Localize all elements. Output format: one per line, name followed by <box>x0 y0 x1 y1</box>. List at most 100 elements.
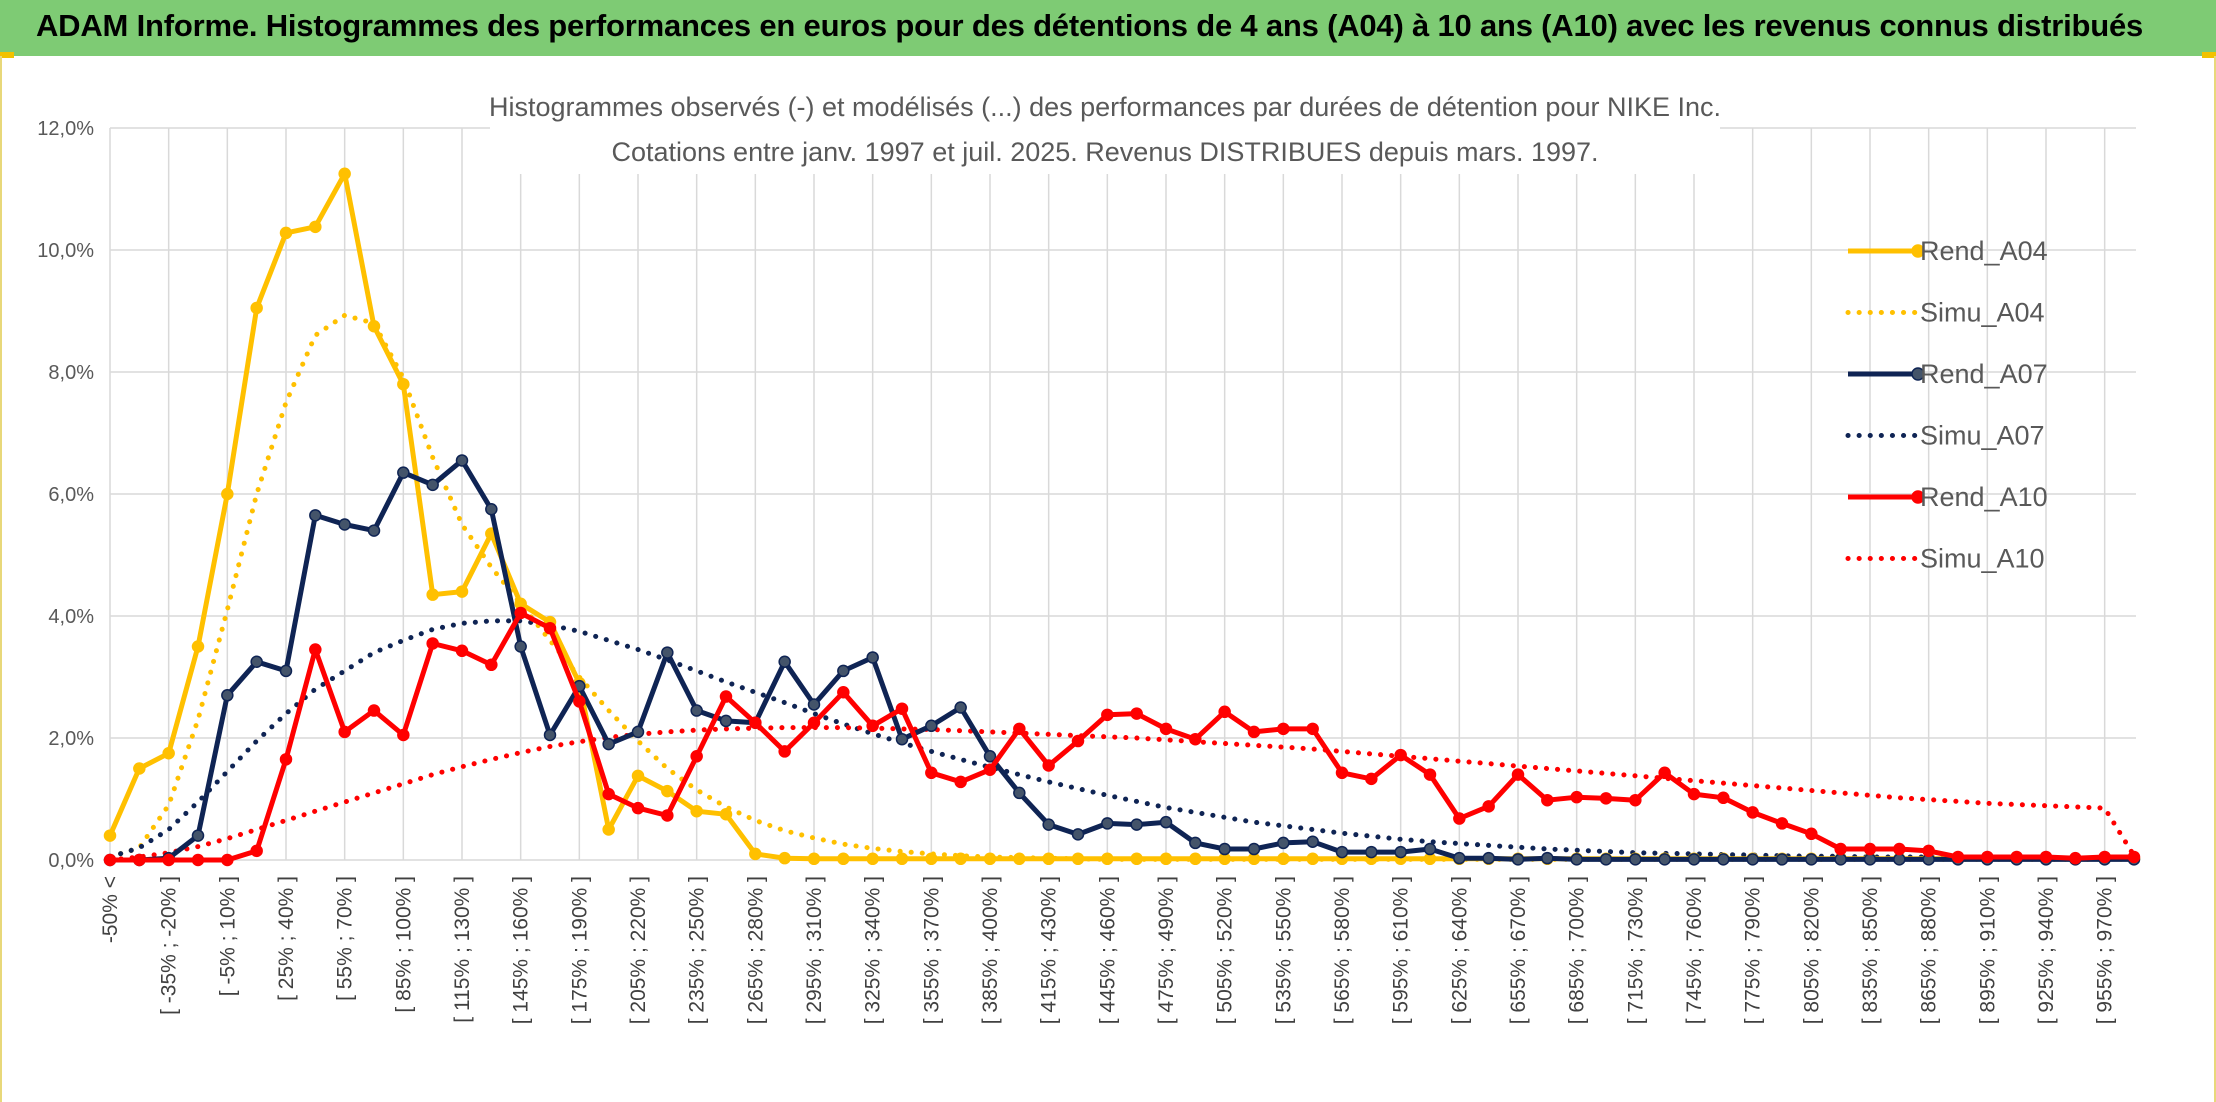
y-tick-label: 6,0% <box>48 484 94 506</box>
data-point-Rend_A10 <box>866 719 879 733</box>
data-point-Rend_A04 <box>954 852 967 866</box>
data-point-Rend_A04 <box>1130 852 1143 866</box>
data-point-Rend_A10 <box>1247 725 1261 739</box>
x-tick-label: [ 805% ; 820% ] <box>1800 876 1823 1024</box>
data-point-Rend_A04 <box>1189 852 1202 866</box>
series-line-Simu_A10 <box>107 725 2137 863</box>
data-point-Rend_A04 <box>1101 852 1114 866</box>
data-point-Rend_A07 <box>631 725 645 739</box>
data-point-Rend_A10 <box>749 716 762 729</box>
legend-label: Simu_A04 <box>1920 298 2045 328</box>
x-axis: -50% < [ -35% ; -20% ] [ -5% ; 10% ] [ 25% … <box>99 876 2117 1024</box>
data-point-Rend_A10 <box>221 853 234 867</box>
data-point-Rend_A10 <box>1805 827 1818 841</box>
data-point-Rend_A10 <box>191 853 205 867</box>
data-point-Rend_A07 <box>1130 818 1143 831</box>
data-point-Rend_A10 <box>1365 772 1378 786</box>
data-point-Rend_A07 <box>1570 853 1583 866</box>
data-point-Rend_A07 <box>1071 828 1085 841</box>
legend-entry-Rend_A04: Rend_A04 <box>1848 236 2048 266</box>
x-tick-label: [ 505% ; 520% ] <box>1214 876 1237 1024</box>
data-point-Rend_A04 <box>1013 852 1026 866</box>
data-point-Rend_A10 <box>778 745 791 758</box>
data-point-Rend_A10 <box>1775 817 1789 830</box>
series-line-Rend_A10 <box>110 610 2134 863</box>
data-point-Rend_A10 <box>1981 850 1994 864</box>
data-point-Rend_A07 <box>1394 845 1407 859</box>
data-point-Rend_A07 <box>1717 853 1730 866</box>
x-tick-label: [ -5% ; 10% ] <box>216 876 239 996</box>
data-point-Rend_A07 <box>543 728 557 742</box>
chart-subtitle: Cotations entre janv. 1997 et juil. 2025… <box>611 137 1598 167</box>
data-point-Rend_A10 <box>1277 722 1290 736</box>
report-header-banner: ADAM Informe. Histogrammes des performan… <box>0 0 2216 56</box>
data-point-Rend_A10 <box>895 702 909 715</box>
data-point-Rend_A04 <box>191 640 205 653</box>
data-point-Rend_A10 <box>133 853 146 867</box>
series-Simu_A07 <box>107 618 2137 861</box>
data-point-Rend_A10 <box>1541 793 1554 807</box>
data-point-Rend_A07 <box>279 664 293 678</box>
series-Rend_A04 <box>103 167 2141 866</box>
data-point-Rend_A07 <box>602 737 615 751</box>
x-tick-label: [ 115% ; 130% ] <box>451 876 474 1023</box>
series-Rend_A10 <box>103 606 2141 867</box>
data-point-Rend_A04 <box>631 769 645 783</box>
x-tick-label: [ 655% ; 670% ] <box>1507 876 1530 1024</box>
data-point-Rend_A07 <box>1189 836 1202 850</box>
data-point-Rend_A04 <box>1042 852 1055 866</box>
data-point-Rend_A07 <box>1805 853 1818 866</box>
data-point-Rend_A10 <box>631 801 645 815</box>
data-point-Rend_A04 <box>338 167 351 180</box>
legend-label: Rend_A10 <box>1920 482 2048 512</box>
data-point-Rend_A07 <box>925 719 938 733</box>
data-point-Rend_A07 <box>514 640 527 653</box>
data-point-Rend_A10 <box>1218 705 1231 719</box>
data-point-Rend_A10 <box>1629 793 1642 807</box>
data-point-Rend_A07 <box>1511 853 1525 866</box>
grid-lines <box>109 127 2136 861</box>
data-point-Rend_A07 <box>1658 853 1671 866</box>
data-point-Rend_A10 <box>1013 722 1026 736</box>
data-point-Rend_A10 <box>837 686 850 699</box>
series-Rend_A07 <box>103 454 2141 867</box>
data-point-Rend_A07 <box>1629 853 1642 866</box>
data-point-Rend_A07 <box>1159 815 1173 829</box>
data-point-Rend_A04 <box>397 377 410 391</box>
data-point-Rend_A10 <box>1394 748 1407 762</box>
x-tick-label: [ 775% ; 790% ] <box>1742 876 1765 1024</box>
data-point-Rend_A10 <box>309 643 322 656</box>
data-point-Rend_A07 <box>338 518 351 531</box>
data-point-Rend_A07 <box>367 524 381 537</box>
series-Simu_A10 <box>107 725 2137 863</box>
data-point-Rend_A04 <box>221 487 234 501</box>
data-point-Rend_A07 <box>954 701 967 714</box>
series-line-Rend_A04 <box>107 171 2134 862</box>
corner-mark-left <box>0 52 14 58</box>
data-point-Rend_A10 <box>1453 812 1466 825</box>
data-point-Rend_A10 <box>103 853 117 867</box>
data-point-Rend_A10 <box>1482 800 1495 813</box>
chart-frame <box>0 56 2216 1102</box>
legend-label: Simu_A10 <box>1920 544 2045 574</box>
x-tick-label: [ 25% ; 40% ] <box>275 876 298 1001</box>
data-point-Rend_A07 <box>690 704 703 717</box>
data-point-Rend_A07 <box>1863 853 1877 866</box>
x-tick-label: [ 445% ; 460% ] <box>1096 876 1119 1024</box>
data-point-Rend_A10 <box>367 704 381 717</box>
legend-label: Rend_A04 <box>1920 236 2048 266</box>
x-tick-label: [ 925% ; 940% ] <box>2035 876 2058 1024</box>
data-point-Rend_A07 <box>866 651 879 664</box>
data-point-Rend_A04 <box>1071 852 1085 866</box>
data-point-Rend_A07 <box>1013 786 1026 800</box>
report-title: ADAM Informe. Histogrammes des performan… <box>36 8 2144 43</box>
data-point-Rend_A07 <box>1746 853 1759 866</box>
data-point-Rend_A04 <box>749 847 762 861</box>
x-tick-label: [ 625% ; 640% ] <box>1448 876 1471 1024</box>
data-point-Rend_A10 <box>983 763 997 776</box>
data-point-Rend_A07 <box>719 714 733 728</box>
data-point-Rend_A04 <box>895 852 909 866</box>
data-point-Rend_A10 <box>573 695 586 708</box>
data-point-Rend_A10 <box>1570 790 1583 804</box>
